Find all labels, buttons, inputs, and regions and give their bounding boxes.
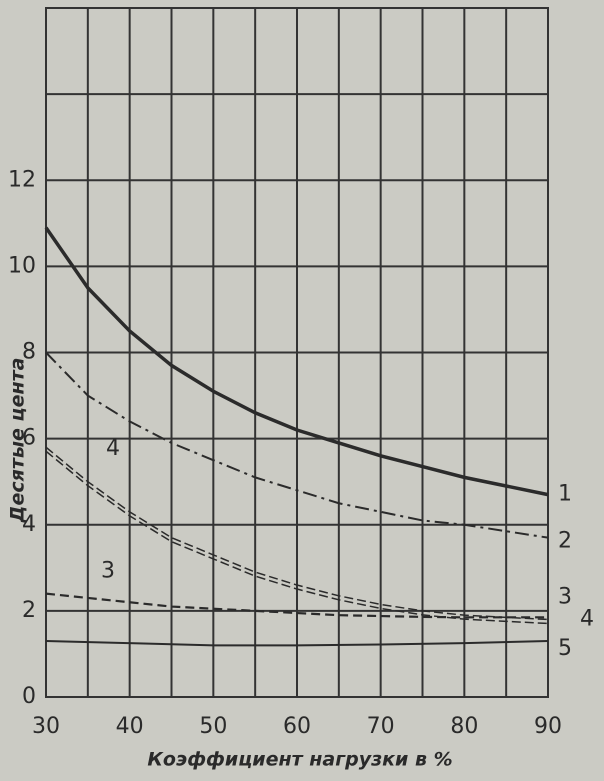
x-tick-label: 70 bbox=[367, 714, 395, 739]
y-tick-label: 4 bbox=[22, 512, 36, 537]
y-tick-label: 6 bbox=[22, 426, 36, 451]
series-label: 3 bbox=[558, 584, 572, 609]
series-label: 5 bbox=[558, 636, 572, 661]
series-label: 1 bbox=[558, 482, 572, 507]
series-label: 4 bbox=[580, 606, 594, 631]
x-tick-label: 90 bbox=[534, 714, 562, 739]
y-tick-label: 8 bbox=[22, 340, 36, 365]
y-tick-label: 2 bbox=[22, 598, 36, 623]
x-tick-label: 80 bbox=[450, 714, 478, 739]
series-line bbox=[45, 351, 549, 539]
series-label-inner: 4 bbox=[106, 436, 120, 461]
series-line bbox=[44, 226, 549, 497]
series-line bbox=[45, 446, 549, 621]
series-label: 2 bbox=[558, 529, 572, 554]
y-tick-label: 0 bbox=[22, 684, 36, 709]
x-tick-label: 50 bbox=[199, 714, 227, 739]
x-tick-label: 30 bbox=[32, 714, 60, 739]
x-tick-label: 40 bbox=[116, 714, 144, 739]
series-line bbox=[45, 592, 548, 619]
x-axis-label: Коэффициент нагрузки в % bbox=[147, 749, 452, 771]
y-axis-label: Десятые цента bbox=[7, 358, 29, 524]
x-tick-label: 60 bbox=[283, 714, 311, 739]
y-tick-label: 10 bbox=[8, 253, 36, 278]
y-tick-label: 12 bbox=[8, 167, 36, 192]
series-line-double bbox=[45, 450, 549, 625]
series-label-inner: 3 bbox=[101, 559, 115, 584]
series-line bbox=[45, 640, 549, 647]
